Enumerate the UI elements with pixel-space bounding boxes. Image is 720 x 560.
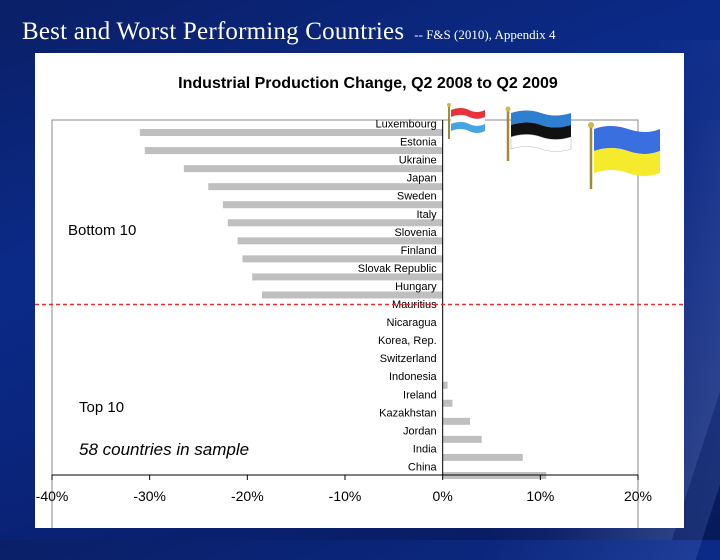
- bar-ireland: [442, 399, 453, 407]
- bar-chart: Industrial Production Change, Q2 2008 to…: [35, 75, 684, 528]
- slide-subtitle: -- F&S (2010), Appendix 4: [414, 27, 556, 42]
- bar-slovenia: [237, 237, 443, 245]
- bar-jordan: [442, 435, 482, 443]
- category-label: Finland: [401, 245, 437, 257]
- category-label: Italy: [416, 209, 437, 221]
- category-label: Korea, Rep.: [378, 335, 437, 347]
- x-tick-label: -30%: [133, 488, 166, 504]
- category-label: Slovenia: [394, 227, 437, 239]
- category-label: Kazakhstan: [379, 407, 436, 419]
- category-labels: Luxembourg Estonia Ukraine Japan Sweden Italy…: [358, 119, 438, 474]
- bar-hungary: [261, 291, 443, 299]
- category-label: Ireland: [403, 389, 437, 401]
- chart-title: Industrial Production Change, Q2 2008 to…: [178, 75, 558, 92]
- bar-italy: [227, 219, 443, 227]
- x-tick-label: 20%: [624, 488, 652, 504]
- category-label: Japan: [407, 173, 437, 185]
- bar-ukraine: [183, 165, 443, 173]
- bar-finland: [242, 255, 443, 263]
- category-label: Estonia: [400, 137, 438, 149]
- x-tick-label: -20%: [231, 488, 264, 504]
- plot-frame: [51, 119, 639, 528]
- bar-sweden: [222, 201, 443, 209]
- bar-luxembourg: [139, 129, 443, 137]
- category-label: Jordan: [403, 425, 437, 437]
- category-label: Switzerland: [380, 353, 437, 365]
- category-label: Indonesia: [389, 371, 438, 383]
- estonia-flag-icon: [505, 106, 572, 161]
- bar-japan: [208, 183, 443, 191]
- chart-panel: Industrial Production Change, Q2 2008 to…: [35, 53, 684, 528]
- category-label: Ukraine: [399, 155, 437, 167]
- category-label: Sweden: [397, 191, 437, 203]
- top-ten-label: Top 10: [79, 399, 124, 416]
- bottom-ten-label: Bottom 10: [68, 222, 136, 239]
- luxembourg-flag-icon: [447, 103, 486, 139]
- category-label: Slovak Republic: [358, 263, 437, 275]
- sample-size-label: 58 countries in sample: [79, 440, 249, 459]
- slide-header: Best and Worst Performing Countries -- F&…: [22, 18, 555, 46]
- category-label: Luxembourg: [376, 119, 437, 131]
- bar-indonesia: [442, 381, 448, 389]
- x-axis-ticks: -40% -30% -20% -10% 0% 10% 20%: [36, 475, 652, 504]
- category-label: China: [408, 461, 438, 473]
- x-tick-label: 10%: [526, 488, 554, 504]
- category-label: Hungary: [395, 281, 437, 293]
- bar-slovak-republic: [252, 273, 443, 281]
- category-label: Nicaragua: [387, 317, 438, 329]
- ukraine-flag-icon: [588, 122, 660, 189]
- slide-title: Best and Worst Performing Countries: [22, 18, 405, 45]
- x-tick-label: 0%: [433, 488, 453, 504]
- bar-india: [442, 453, 523, 461]
- category-label: India: [413, 443, 438, 455]
- x-tick-label: -40%: [36, 488, 69, 504]
- x-tick-label: -10%: [329, 488, 362, 504]
- bar-estonia: [144, 147, 443, 155]
- bar-kazakhstan: [442, 417, 471, 425]
